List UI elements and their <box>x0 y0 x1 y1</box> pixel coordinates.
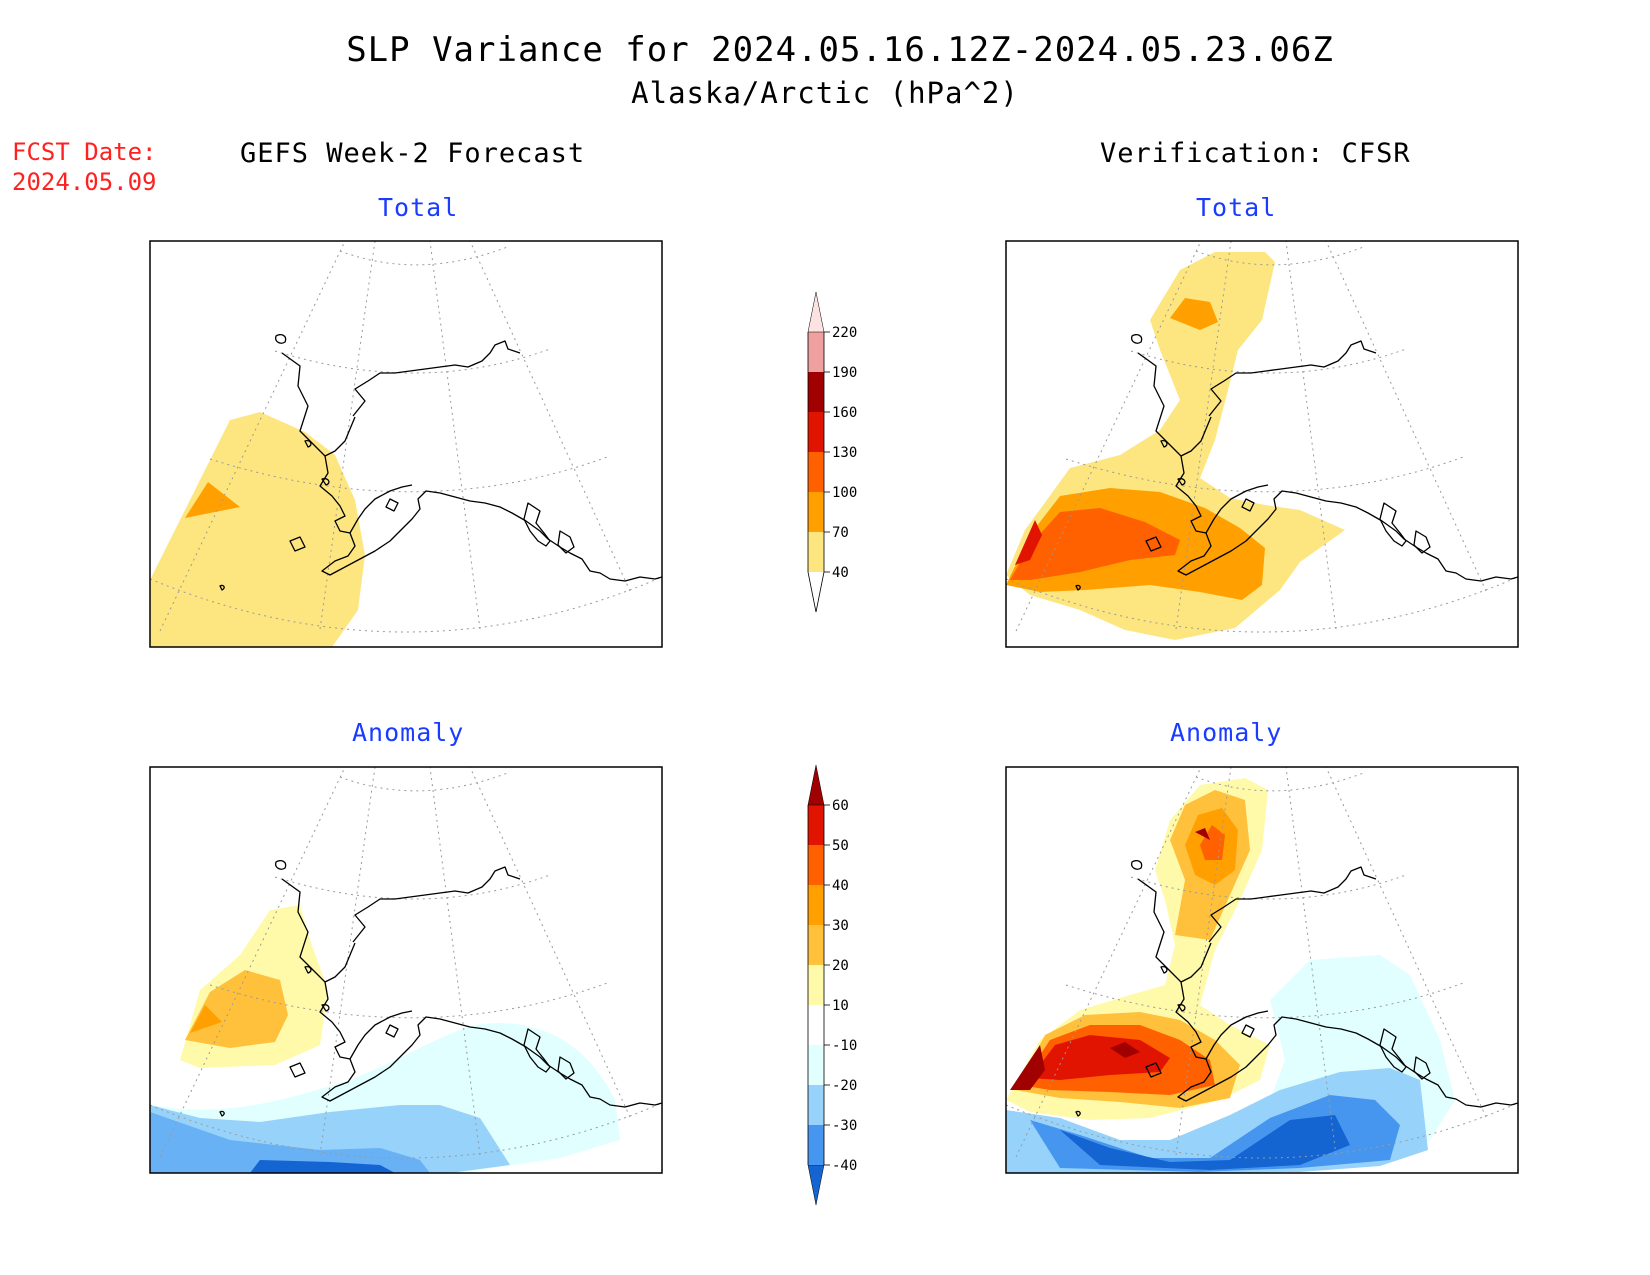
colorbar-anomaly-swatch <box>808 1005 824 1045</box>
colorbar-anomaly-swatch <box>808 805 824 845</box>
colorbar-anomaly-tick-label: -30 <box>832 1118 857 1134</box>
contour-30-40 <box>190 1005 222 1033</box>
colorbar-anomaly-tick-label: 30 <box>832 918 849 934</box>
colorbar-anomaly-tick-label: 20 <box>832 958 849 974</box>
colorbar-anomaly-tick-label: -40 <box>832 1158 857 1174</box>
contour-neg20-neg30-fade <box>150 1112 430 1173</box>
contour-above-60 <box>1110 1042 1140 1058</box>
colorbar-total-tick-label: 190 <box>832 365 857 381</box>
colorbar-anomaly-swatch <box>808 925 824 965</box>
colorbar-anomaly-tick-label: 10 <box>832 998 849 1014</box>
chart-subtitle: Alaska/Arctic (hPa^2) <box>631 76 1019 110</box>
colorbar-anomaly-tick-label: -10 <box>832 1038 857 1054</box>
colorbar-total-swatch <box>808 372 824 412</box>
contour-130-160 <box>1015 520 1042 565</box>
contour-50-60 <box>1030 1035 1170 1080</box>
contour-above-60 <box>1010 1045 1045 1090</box>
colorbar-total-swatch <box>808 332 824 372</box>
forecast-date: FCST Date: 2024.05.09 <box>12 137 157 197</box>
colorbar-anomaly-swatch <box>808 1125 824 1165</box>
panel-title-forecast-total: Total <box>378 193 459 222</box>
colorbar-total-swatch <box>808 532 824 572</box>
colorbar-anomaly-swatch-bottom <box>807 1164 825 1206</box>
contour-above-60 <box>1195 828 1210 840</box>
forecast-date-value: 2024.05.09 <box>12 168 157 196</box>
panel-title-forecast-anomaly: Anomaly <box>352 718 465 747</box>
colorbar-total-tick-label: 160 <box>832 405 857 421</box>
colorbar-anomaly: -40 -30 -20 -10 10 20 30 40 50 60 <box>807 764 857 1206</box>
panel-title-verification-total: Total <box>1196 193 1277 222</box>
map-forecast-anomaly <box>149 766 663 1174</box>
colorbar-anomaly-tick-label: -20 <box>832 1078 857 1094</box>
colorbar-total: 40 70 100 130 160 190 220 <box>807 291 857 613</box>
panel-frame <box>149 240 663 648</box>
colorbar-total-swatch <box>808 452 824 492</box>
colorbar-anomaly-tick-label: 40 <box>832 878 849 894</box>
colorbar-anomaly-swatch <box>808 1085 824 1125</box>
panel-frame <box>1005 240 1519 648</box>
contour-below-neg40 <box>1060 1115 1350 1170</box>
panel-frame <box>1005 766 1519 1174</box>
contour-40-70 <box>150 412 365 647</box>
colorbar-anomaly-swatch <box>808 1045 824 1085</box>
colorbar-anomaly-swatch <box>808 885 824 925</box>
colorbar-total-tick-label: 100 <box>832 485 857 501</box>
colorbar-anomaly-swatch <box>808 965 824 1005</box>
panel-title-verification-anomaly: Anomaly <box>1170 718 1283 747</box>
colorbar-total-swatch <box>808 412 824 452</box>
colorbar-total-tick-label: 40 <box>832 565 849 581</box>
colorbar-anomaly-swatch <box>808 845 824 885</box>
contour-70-100 <box>185 482 240 518</box>
chart-title: SLP Variance for 2024.05.16.12Z-2024.05.… <box>346 30 1334 70</box>
colorbar-anomaly-tick-label: 50 <box>832 838 849 854</box>
contour-100-130 <box>1010 508 1180 580</box>
colorbar-total-swatch <box>808 492 824 532</box>
contour-20-30 <box>185 970 288 1048</box>
colorbar-anomaly-swatch-top <box>807 764 825 806</box>
column-title-verification: Verification: CFSR <box>1100 138 1411 169</box>
contour-70-100 <box>1170 298 1218 330</box>
map-forecast-total <box>149 240 663 648</box>
forecast-date-label: FCST Date: <box>12 138 157 166</box>
column-title-forecast: GEFS Week-2 Forecast <box>240 138 586 169</box>
panel-frame <box>149 766 663 1174</box>
contour-neg30-neg40 <box>250 1160 395 1173</box>
colorbar-total-tick-label: 220 <box>832 325 857 341</box>
colorbar-total-tick-label: 70 <box>832 525 849 541</box>
colorbar-total-swatch-top <box>807 291 825 333</box>
map-verification-total <box>1005 240 1519 648</box>
colorbar-anomaly-tick-label: 60 <box>832 798 849 814</box>
colorbar-total-swatch-bottom <box>807 571 825 613</box>
colorbar-total-tick-label: 130 <box>832 445 857 461</box>
map-verification-anomaly <box>1005 766 1519 1174</box>
